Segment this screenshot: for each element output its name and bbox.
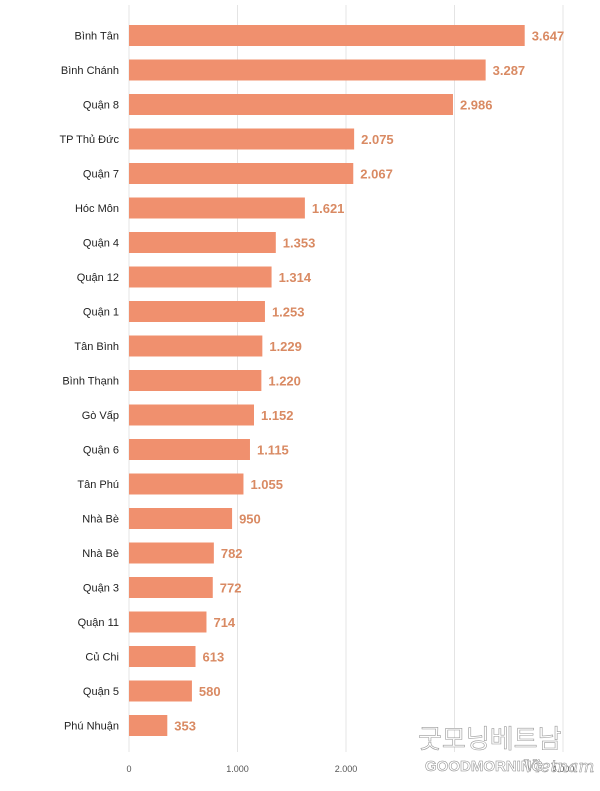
value-label: 1.314 — [279, 270, 312, 285]
watermark-logo: 굿모닝베트남 GOODMORNING Vietnam — [418, 725, 595, 778]
watermark-korean-text: 굿모닝베트남 — [418, 725, 562, 755]
bar — [129, 301, 265, 322]
value-label: 782 — [221, 546, 243, 561]
category-label: Phú Nhuận — [64, 721, 119, 733]
bar — [129, 232, 276, 253]
value-label: 772 — [220, 581, 242, 596]
bar — [129, 370, 262, 391]
value-label: 353 — [174, 719, 196, 734]
value-label: 1.115 — [257, 443, 289, 458]
bar — [129, 128, 355, 150]
bar — [129, 197, 305, 219]
value-label: 1.229 — [269, 339, 302, 354]
category-label: Quận 4 — [83, 238, 119, 250]
category-label: Quận 6 — [83, 445, 119, 457]
bar — [129, 542, 214, 564]
bar — [129, 611, 207, 633]
category-label: Quận 1 — [83, 307, 119, 319]
bar — [129, 266, 272, 288]
bar — [129, 163, 354, 184]
category-label: Quận 7 — [83, 169, 119, 181]
value-label: 1.152 — [261, 408, 294, 423]
bar — [129, 577, 213, 598]
bar — [129, 25, 525, 46]
category-label: Nhà Bè — [82, 514, 119, 526]
value-label: 613 — [203, 650, 225, 665]
value-label: 2.986 — [460, 98, 493, 113]
bar — [129, 439, 250, 460]
category-label: Quận 5 — [83, 686, 119, 698]
category-label: Gò Vấp — [82, 410, 119, 422]
category-label: Quận 3 — [83, 583, 119, 595]
bar — [129, 59, 486, 81]
category-label: Quận 8 — [83, 100, 119, 112]
x-tick-label: 0 — [126, 764, 131, 774]
bar — [129, 646, 196, 667]
value-label: 2.075 — [361, 132, 394, 147]
category-label: Quận 12 — [77, 272, 119, 284]
bar — [129, 94, 453, 115]
category-label: Bình Thạnh — [62, 376, 119, 388]
category-label: Tân Bình — [74, 341, 119, 353]
bar-layer — [129, 25, 525, 736]
tick-layer: 0 1.000 2.000 4.000 — [126, 764, 574, 774]
category-label: Hóc Môn — [75, 203, 119, 215]
value-label: 1.220 — [268, 374, 301, 389]
category-label: TP Thủ Đức — [59, 134, 119, 146]
bar — [129, 508, 233, 529]
value-label: 580 — [199, 684, 221, 699]
x-tick-label: 1.000 — [226, 764, 249, 774]
value-label: 1.253 — [272, 305, 305, 320]
category-label: Bình Chánh — [61, 65, 119, 77]
value-label: 1.353 — [283, 236, 316, 251]
value-label: 3.287 — [493, 63, 526, 78]
label-layer: Bình Tân 3.647 Bình Chánh 3.287 Quận 8 2.986 T… — [59, 29, 564, 734]
x-tick-label: 4.000 — [552, 764, 575, 774]
category-label: Nhà Bè — [82, 548, 119, 560]
bar — [129, 404, 254, 426]
bar — [129, 715, 168, 736]
category-label: Củ Chi — [85, 652, 119, 664]
watermark-english-text: GOODMORNING — [425, 758, 543, 775]
value-label: 714 — [213, 615, 235, 630]
value-label: 1.621 — [312, 201, 345, 216]
value-label: 2.067 — [360, 167, 393, 182]
category-label: Bình Tân — [75, 31, 119, 43]
x-tick-label: 2.000 — [335, 764, 358, 774]
category-label: Quận 11 — [78, 617, 119, 629]
value-label: 950 — [239, 512, 261, 527]
bar — [129, 335, 263, 357]
bar — [129, 473, 244, 495]
value-label: 3.647 — [532, 29, 565, 44]
watermark-script-text: Vietnam — [523, 757, 595, 777]
value-label: 1.055 — [250, 477, 283, 492]
category-label: Tân Phú — [77, 479, 119, 491]
bar — [129, 680, 192, 702]
